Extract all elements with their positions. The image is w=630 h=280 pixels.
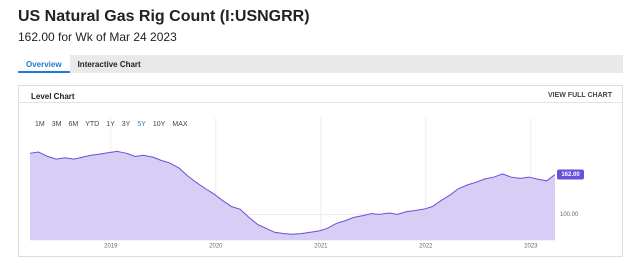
area-fill (30, 151, 555, 240)
panel-title: Level Chart (31, 92, 75, 101)
page-subtitle: 162.00 for Wk of Mar 24 2023 (18, 30, 177, 44)
x-tick-label: 2022 (419, 244, 433, 250)
range-button[interactable]: 5Y (137, 121, 146, 128)
x-tick-label: 2021 (314, 244, 328, 250)
range-button[interactable]: 1M (35, 121, 45, 128)
range-button[interactable]: MAX (172, 121, 188, 128)
current-value-label: 162.00 (561, 172, 580, 178)
current-value-tag (557, 169, 584, 180)
chart-panel: Level Chart VIEW FULL CHART 1M 3M 6M YTD 1Y 3… (18, 85, 623, 257)
tab[interactable]: Interactive Chart (77, 60, 141, 69)
range-button[interactable]: 6M (68, 121, 79, 128)
tab[interactable]: Overview (18, 55, 70, 73)
range-button[interactable]: YTD (85, 121, 100, 128)
y-tick-label: 100.00 (560, 212, 579, 218)
tab-bar: Overview Interactive Chart (18, 55, 623, 73)
range-button[interactable]: 3Y (121, 121, 131, 128)
range-button[interactable]: 1Y (106, 121, 115, 128)
divider (19, 102, 622, 103)
range-buttons: 1M 3M 6M YTD 1Y 3Y 5Y 10Y MAX (35, 121, 195, 128)
x-tick-label: 2019 (104, 244, 118, 250)
view-full-chart[interactable]: VIEW FULL CHART (547, 92, 612, 99)
line (29, 150, 556, 235)
range-button[interactable]: 10Y (152, 121, 166, 128)
page-title: US Natural Gas Rig Count (I:USNGRR) (18, 8, 310, 25)
range-button[interactable]: 3M (51, 121, 62, 128)
x-tick-label: 2020 (209, 244, 223, 250)
x-tick-label: 2023 (524, 244, 538, 250)
